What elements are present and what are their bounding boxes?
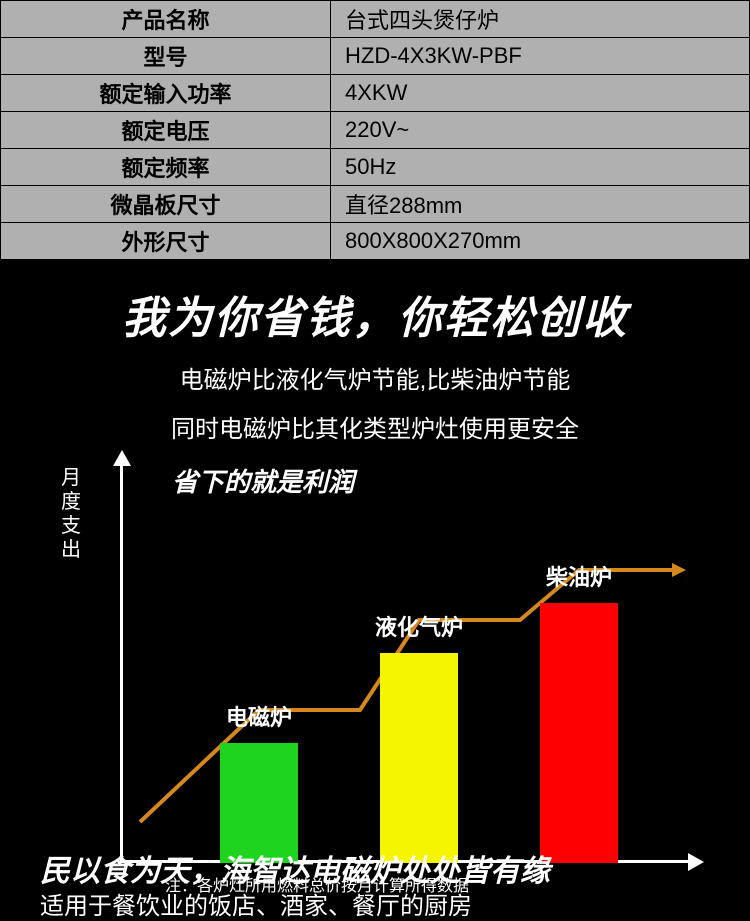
spec-label: 型号 [1, 38, 331, 75]
table-row: 微晶板尺寸直径288mm [1, 186, 750, 223]
spec-value: HZD-4X3KW-PBF [331, 38, 750, 75]
bar-label: 液化气炉 [360, 610, 478, 642]
table-row: 型号HZD-4X3KW-PBF [1, 38, 750, 75]
y-axis-arrow-icon [113, 450, 131, 466]
bar-label: 柴油炉 [520, 560, 638, 592]
spec-value: 直径288mm [331, 186, 750, 223]
table-row: 外形尺寸800X800X270mm [1, 223, 750, 260]
spec-label: 产品名称 [1, 1, 331, 38]
spec-value: 台式四头煲仔炉 [331, 1, 750, 38]
spec-value: 50Hz [331, 149, 750, 186]
spec-value: 800X800X270mm [331, 223, 750, 260]
table-row: 额定电压220V~ [1, 112, 750, 149]
chart-bar [540, 603, 618, 863]
spec-label: 外形尺寸 [1, 223, 331, 260]
table-row: 额定输入功率4XKW [1, 75, 750, 112]
subhead-line-2: 同时电磁炉比其化类型炉灶使用更安全 [0, 409, 750, 444]
spec-label: 额定输入功率 [1, 75, 331, 112]
spec-label: 微晶板尺寸 [1, 186, 331, 223]
headline: 我为你省钱，你轻松创收 [0, 282, 750, 346]
subhead-line-1: 电磁炉比液化气炉节能,比柴油炉节能 [0, 360, 750, 395]
chart-bar [380, 653, 458, 863]
y-axis [120, 462, 123, 862]
table-row: 额定频率50Hz [1, 149, 750, 186]
bar-label: 电磁炉 [200, 700, 318, 732]
y-axis-label: 月度支出 [60, 466, 82, 562]
chart-title: 省下的就是利润 [172, 462, 354, 499]
spec-value: 4XKW [331, 75, 750, 112]
bottom-headline: 民以食为天，海智达电磁炉处处皆有缘 [40, 846, 550, 890]
cost-chart: 月度支出 省下的就是利润 电磁炉液化气炉柴油炉 注：各炉灶所用燃料总价按月计算所… [0, 452, 750, 892]
table-row: 产品名称台式四头煲仔炉 [1, 1, 750, 38]
chart-bar [220, 743, 298, 863]
spec-label: 额定频率 [1, 149, 331, 186]
spec-value: 220V~ [331, 112, 750, 149]
bottom-subtext: 适用于餐饮业的饭店、酒家、餐厅的厨房 [40, 886, 472, 921]
spec-label: 额定电压 [1, 112, 331, 149]
x-axis-arrow-icon [688, 853, 704, 871]
spec-table: 产品名称台式四头煲仔炉型号HZD-4X3KW-PBF额定输入功率4XKW额定电压… [0, 0, 750, 260]
